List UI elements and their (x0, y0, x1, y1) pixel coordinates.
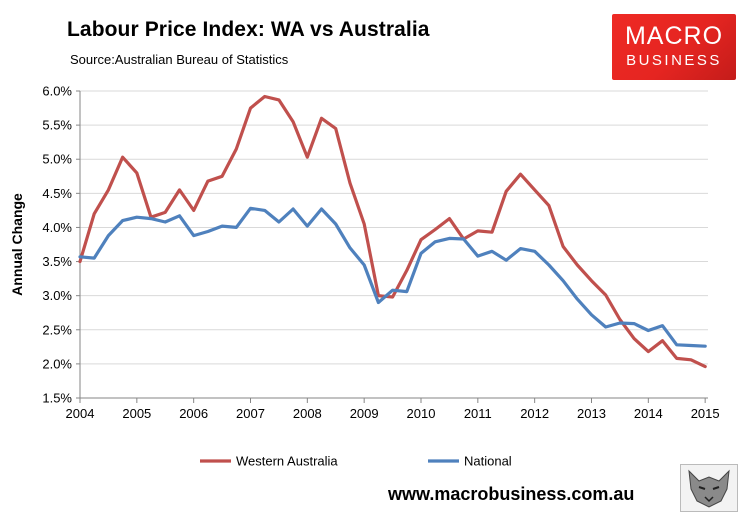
x-tick-label: 2006 (179, 406, 208, 421)
x-tick-label: 2009 (350, 406, 379, 421)
x-tick-label: 2010 (407, 406, 436, 421)
x-tick-label: 2012 (520, 406, 549, 421)
y-tick-label: 2.0% (42, 356, 72, 371)
series-line-national (78, 206, 707, 348)
x-tick-label: 2007 (236, 406, 265, 421)
x-tick-label: 2005 (122, 406, 151, 421)
y-tick-label: 1.5% (42, 391, 72, 406)
legend-label-national: National (464, 454, 512, 469)
x-tick-label: 2015 (691, 406, 720, 421)
x-tick-label: 2008 (293, 406, 322, 421)
y-tick-label: 6.0% (42, 84, 72, 99)
series-line-western-australia (78, 94, 707, 369)
x-tick-label: 2013 (577, 406, 606, 421)
chart-subtitle: Source:Australian Bureau of Statistics (70, 52, 289, 67)
y-tick-label: 4.0% (42, 220, 72, 235)
x-tick-label: 2011 (464, 406, 492, 421)
x-tick-label: 2014 (634, 406, 663, 421)
macro-business-logo: MACRO BUSINESS (612, 14, 736, 80)
website-url: www.macrobusiness.com.au (388, 484, 635, 504)
y-tick-label: 5.0% (42, 152, 72, 167)
y-axis-label: Annual Change (9, 193, 25, 296)
x-tick-label: 2004 (66, 406, 95, 421)
logo-line-1: MACRO (624, 22, 724, 50)
y-tick-label: 3.5% (42, 254, 72, 269)
wolf-mascot-icon (680, 464, 738, 512)
y-tick-label: 2.5% (42, 322, 72, 337)
logo-line-2: BUSINESS (626, 52, 722, 69)
chart-title: Labour Price Index: WA vs Australia (67, 18, 430, 41)
y-tick-label: 3.0% (42, 288, 72, 303)
y-tick-label: 4.5% (42, 186, 72, 201)
y-tick-label: 5.5% (42, 118, 72, 133)
legend-label-western-australia: Western Australia (236, 454, 338, 469)
